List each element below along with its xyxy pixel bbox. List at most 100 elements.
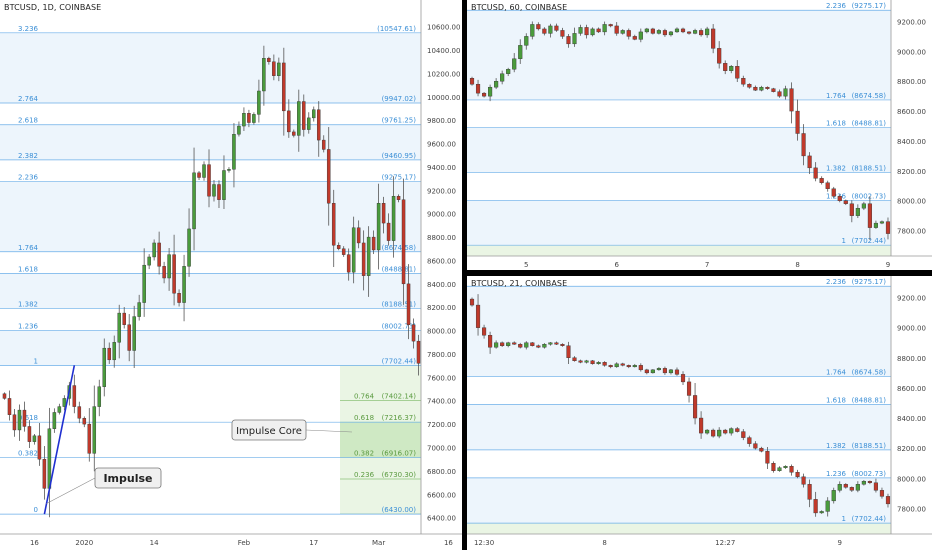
price-tick-label: 9000.00 xyxy=(897,325,926,333)
candle-body xyxy=(656,368,661,371)
fib-extension-ratio: 1.764 xyxy=(826,369,847,377)
candle-body xyxy=(42,458,47,489)
candle-body xyxy=(795,110,800,134)
candle-body xyxy=(122,312,126,325)
candle-body xyxy=(262,58,266,92)
fib-extension-band xyxy=(467,10,891,100)
fib-extension-price: (8488.81) xyxy=(382,265,417,273)
fib-retracement-ratio: 0.236 xyxy=(354,471,375,479)
candle-body xyxy=(813,499,818,514)
candle-body xyxy=(759,86,764,91)
candle-body xyxy=(524,342,529,348)
hourly-chart-canvas[interactable]: 2.236 (9275.17) 1.764 (8674.58) 1.618 (8488.8… xyxy=(467,0,932,270)
candle-body xyxy=(237,125,241,135)
candle-body xyxy=(680,374,686,383)
price-tick-label: 8600.00 xyxy=(897,385,926,393)
candle-body xyxy=(192,172,196,230)
candle-body xyxy=(52,412,57,429)
candle-body xyxy=(560,30,565,37)
chart-title: BTCUSD, 60, COINBASE xyxy=(471,3,568,12)
candle-body xyxy=(783,466,788,468)
candle-body xyxy=(879,490,885,497)
daily-chart-canvas[interactable]: 0.764 (7402.14) 0.618 (7216.37) 0.382 (6916.0… xyxy=(0,0,462,550)
candle-body xyxy=(650,28,655,34)
fib-extension-band xyxy=(0,124,421,160)
hourly-chart-panel[interactable]: 2.236 (9275.17) 1.764 (8674.58) 1.618 (8488.8… xyxy=(467,0,932,270)
candle-body xyxy=(813,167,818,179)
candle-body xyxy=(656,30,661,34)
candle-body xyxy=(316,109,321,141)
candle-body xyxy=(879,221,885,224)
candle-body xyxy=(307,117,311,130)
fib-extension-price: (9275.17) xyxy=(852,278,887,286)
candle-body xyxy=(747,83,752,88)
candle-body xyxy=(277,62,281,76)
price-tick-label: 8400.00 xyxy=(897,415,926,423)
candle-body xyxy=(376,203,381,251)
candle-body xyxy=(22,409,27,427)
candle-body xyxy=(147,256,151,266)
price-tick-label: 8800.00 xyxy=(897,355,926,363)
candle-body xyxy=(873,222,878,228)
price-tick-label: 8200.00 xyxy=(427,304,456,312)
candle-body xyxy=(326,149,331,204)
candle-body xyxy=(512,58,517,70)
candle-body xyxy=(837,484,842,491)
fib-extension-price: (9460.95) xyxy=(382,152,417,160)
fib-extension-ratio: 1 xyxy=(842,237,846,245)
time-tick-label: 12:30 xyxy=(474,539,494,547)
price-tick-label: 7800.00 xyxy=(427,351,456,359)
candle-body xyxy=(7,398,12,415)
candle-body xyxy=(741,431,746,438)
candle-body xyxy=(77,406,82,419)
candle-body xyxy=(287,110,291,133)
minute-chart-canvas[interactable]: 2.236 (9275.17) 1.764 (8674.58) 1.618 (8488.8… xyxy=(467,276,932,550)
fib-extension-price: (8674.58) xyxy=(852,92,887,100)
candle-body xyxy=(747,437,752,444)
candle-body xyxy=(207,164,211,197)
candle-body xyxy=(267,58,271,62)
candle-body xyxy=(638,31,643,40)
candle-body xyxy=(650,369,655,374)
impulse-core-zone xyxy=(340,422,421,458)
candle-body xyxy=(602,362,607,366)
candle-body xyxy=(27,426,32,442)
candle-body xyxy=(518,45,523,59)
candle-body xyxy=(590,28,595,36)
price-tick-label: 9800.00 xyxy=(427,117,456,125)
candle-body xyxy=(177,293,181,303)
time-tick-label: 9 xyxy=(838,539,842,547)
price-tick-label: 6800.00 xyxy=(427,468,456,476)
candle-body xyxy=(172,254,176,294)
candle-body xyxy=(855,207,860,216)
price-tick-label: 8400.00 xyxy=(897,138,926,146)
left-fib-ratio: 0.618 xyxy=(18,414,38,422)
fib-retracement-price: (6916.07) xyxy=(382,449,417,457)
price-tick-label: 10600.00 xyxy=(427,24,460,32)
candle-body xyxy=(257,90,261,115)
chart-title: BTCUSD, 1D, COINBASE xyxy=(4,3,102,12)
fib-extension-price: (8674.58) xyxy=(382,244,417,252)
daily-chart-panel[interactable]: 0.764 (7402.14) 0.618 (7216.37) 0.382 (6916.0… xyxy=(0,0,462,550)
core-callout-pointer xyxy=(305,429,353,433)
candle-body xyxy=(475,304,481,328)
candle-body xyxy=(321,139,326,150)
candle-body xyxy=(584,27,589,36)
candle-body xyxy=(162,266,166,279)
candle-body xyxy=(494,81,499,88)
fib-retracement-price: (7216.37) xyxy=(382,414,417,422)
minute-chart-panel[interactable]: 2.236 (9275.17) 1.764 (8674.58) 1.618 (8488.8… xyxy=(467,276,932,550)
candle-body xyxy=(699,417,704,434)
price-tick-label: 9000.00 xyxy=(427,211,456,219)
candle-body xyxy=(381,203,386,224)
impulse-callout-box xyxy=(94,467,162,489)
fib-extension-ratio: 2.236 xyxy=(18,174,39,182)
time-tick-label: 8 xyxy=(602,539,606,547)
price-tick-label: 8600.00 xyxy=(897,108,926,116)
candle-body xyxy=(819,511,824,514)
candle-body xyxy=(500,342,505,346)
impulse-label: Impulse xyxy=(103,472,152,485)
candle-body xyxy=(572,357,577,362)
left-fib-ratio: 0 xyxy=(34,506,38,514)
candle-body xyxy=(37,435,42,460)
